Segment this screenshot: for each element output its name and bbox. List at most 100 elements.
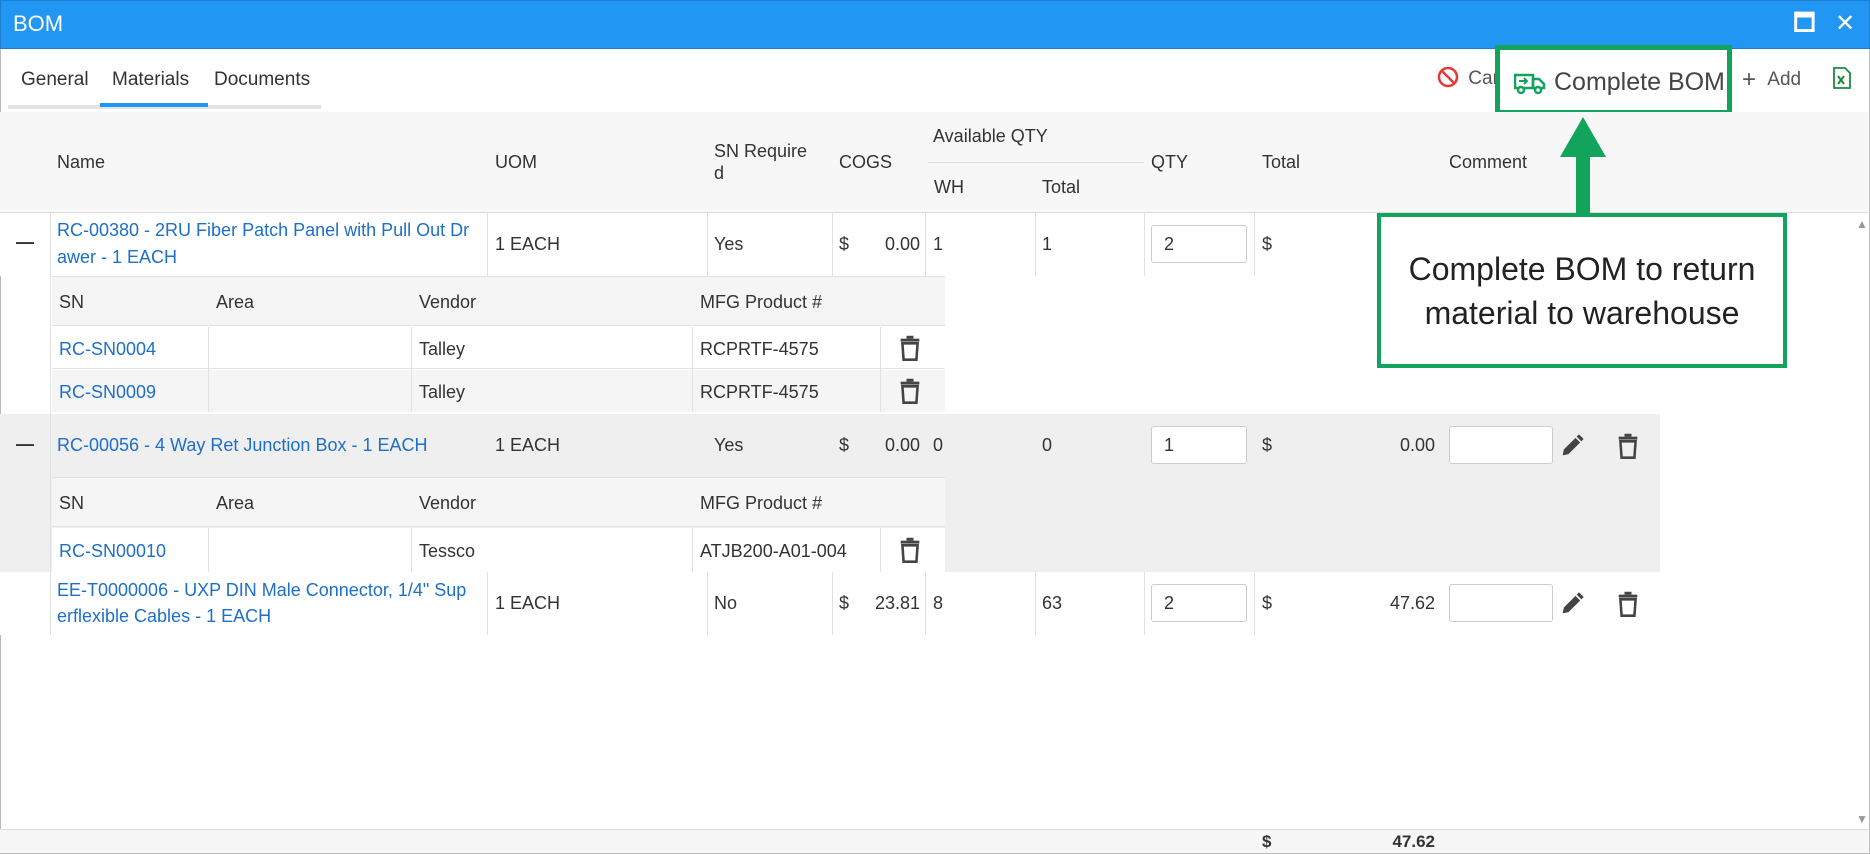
col-sn-required-header-line1[interactable]: SN Require bbox=[714, 141, 808, 161]
serial-link[interactable]: RC-SN0009 bbox=[59, 382, 157, 402]
sub-col-area: Area bbox=[216, 292, 255, 312]
callout-box: Complete BOM to return material to wareh… bbox=[1377, 213, 1787, 368]
trash-icon[interactable] bbox=[1614, 590, 1642, 618]
sub-col-vendor: Vendor bbox=[419, 292, 477, 312]
total-currency: $ bbox=[1262, 234, 1273, 254]
grid-line bbox=[707, 572, 708, 635]
table-row bbox=[0, 572, 1660, 635]
add-button[interactable]: + Add bbox=[1742, 66, 1801, 94]
uom-cell: 1 EACH bbox=[495, 593, 561, 613]
close-icon[interactable]: ✕ bbox=[1835, 10, 1856, 37]
item-name-link-line1[interactable]: EE-T0000006 - UXP DIN Male Connector, 1/… bbox=[57, 580, 467, 600]
cancel-button[interactable]: Can bbox=[1437, 66, 1503, 90]
scroll-up-icon[interactable]: ▲ bbox=[1856, 217, 1868, 231]
pencil-icon[interactable] bbox=[1558, 432, 1586, 460]
sub-col-sn: SN bbox=[59, 292, 85, 312]
scroll-down-icon[interactable]: ▼ bbox=[1856, 812, 1868, 826]
trash-icon[interactable] bbox=[896, 536, 924, 564]
tabbar-baseline bbox=[8, 105, 321, 109]
grid-line bbox=[692, 528, 693, 572]
collapse-icon[interactable]: — bbox=[16, 434, 34, 454]
callout-arrow-shaft bbox=[1576, 150, 1590, 215]
truck-icon bbox=[1513, 73, 1546, 95]
sub-col-vendor: Vendor bbox=[419, 493, 477, 513]
grid-line bbox=[1254, 213, 1255, 276]
trash-icon[interactable] bbox=[896, 334, 924, 362]
grid-line bbox=[1035, 572, 1036, 635]
wh-cell: 0 bbox=[933, 435, 944, 455]
complete-bom-label: Complete BOM bbox=[1554, 68, 1725, 96]
uom-cell: 1 EACH bbox=[495, 435, 561, 455]
grid-line bbox=[707, 213, 708, 276]
pencil-icon[interactable] bbox=[1558, 590, 1586, 618]
serial-mfg: RCPRTF-4575 bbox=[700, 382, 819, 402]
maximize-icon[interactable]: 🗖 bbox=[1793, 10, 1816, 37]
tab-general[interactable]: General bbox=[21, 69, 89, 90]
cogs-currency: $ bbox=[839, 234, 850, 254]
grid-line bbox=[925, 213, 926, 276]
serial-subtable-header bbox=[52, 276, 945, 326]
trash-icon[interactable] bbox=[1614, 432, 1642, 460]
grid-line bbox=[692, 327, 693, 412]
complete-bom-button[interactable]: Complete BOM bbox=[1495, 45, 1732, 115]
grid-line bbox=[1035, 213, 1036, 276]
callout-line1: Complete BOM to return bbox=[1408, 251, 1756, 287]
cogs-cell: 0.00 bbox=[884, 234, 920, 254]
tab-documents[interactable]: Documents bbox=[214, 69, 311, 90]
col-total-header[interactable]: Total bbox=[1262, 152, 1301, 172]
col-qty-header[interactable]: QTY bbox=[1151, 152, 1189, 172]
cogs-cell: 0.00 bbox=[884, 435, 920, 455]
window-titlebar: BOM 🗖 ✕ bbox=[0, 0, 1870, 49]
col-avail-total-header[interactable]: Total bbox=[1042, 177, 1081, 197]
serial-mfg: RCPRTF-4575 bbox=[700, 339, 819, 359]
serial-row bbox=[52, 528, 945, 572]
excel-export-button[interactable] bbox=[1832, 67, 1852, 95]
cogs-cell: 23.81 bbox=[874, 593, 920, 613]
col-wh-header[interactable]: WH bbox=[934, 177, 964, 197]
wh-cell: 8 bbox=[933, 593, 944, 613]
col-uom-header[interactable]: UOM bbox=[495, 152, 537, 172]
grid-line bbox=[208, 327, 209, 412]
plus-icon: + bbox=[1742, 66, 1757, 93]
comment-input[interactable] bbox=[1449, 584, 1553, 622]
col-cogs-header[interactable]: COGS bbox=[839, 152, 893, 172]
avail-total-cell: 0 bbox=[1042, 435, 1053, 455]
item-name-link-line2[interactable]: awer - 1 EACH bbox=[57, 247, 178, 267]
grid-line bbox=[880, 528, 881, 572]
sub-col-sn: SN bbox=[59, 493, 85, 513]
total-currency: $ bbox=[1262, 435, 1273, 455]
qty-input[interactable] bbox=[1151, 225, 1247, 263]
grid-line bbox=[208, 528, 209, 572]
grid-line bbox=[880, 327, 881, 412]
avail-total-cell: 1 bbox=[1042, 234, 1053, 254]
total-cell: 0.00 bbox=[1399, 435, 1435, 455]
sub-col-mfg: MFG Product # bbox=[700, 493, 823, 513]
cogs-currency: $ bbox=[839, 435, 850, 455]
col-comment-header[interactable]: Comment bbox=[1449, 152, 1528, 172]
serial-link[interactable]: RC-SN0004 bbox=[59, 339, 157, 359]
tab-active-indicator bbox=[100, 103, 208, 107]
total-currency: $ bbox=[1262, 593, 1273, 613]
item-name-link-line2[interactable]: erflexible Cables - 1 EACH bbox=[57, 606, 272, 626]
comment-input[interactable] bbox=[1449, 426, 1553, 464]
grand-total: 47.62 bbox=[1392, 832, 1435, 851]
grid-line bbox=[487, 572, 488, 635]
qty-input[interactable] bbox=[1151, 584, 1247, 622]
sn-required-cell: No bbox=[714, 593, 738, 613]
grid-line bbox=[1144, 572, 1145, 635]
serial-link[interactable]: RC-SN00010 bbox=[59, 541, 167, 561]
item-name-link[interactable]: RC-00056 - 4 Way Ret Junction Box - 1 EA… bbox=[57, 435, 428, 455]
sub-col-mfg: MFG Product # bbox=[700, 292, 823, 312]
trash-icon[interactable] bbox=[896, 377, 924, 405]
uom-cell: 1 EACH bbox=[495, 234, 561, 254]
col-name-header[interactable]: Name bbox=[57, 152, 106, 172]
serial-mfg: ATJB200-A01-004 bbox=[700, 541, 847, 561]
collapse-icon[interactable]: — bbox=[16, 232, 34, 252]
item-name-link-line1[interactable]: RC-00380 - 2RU Fiber Patch Panel with Pu… bbox=[57, 220, 470, 240]
col-sn-required-header-line2[interactable]: d bbox=[714, 163, 725, 183]
qty-input[interactable] bbox=[1151, 426, 1247, 464]
cogs-currency: $ bbox=[839, 593, 850, 613]
serial-row bbox=[52, 370, 945, 412]
grid-line bbox=[1254, 572, 1255, 635]
tab-materials[interactable]: Materials bbox=[112, 69, 190, 90]
